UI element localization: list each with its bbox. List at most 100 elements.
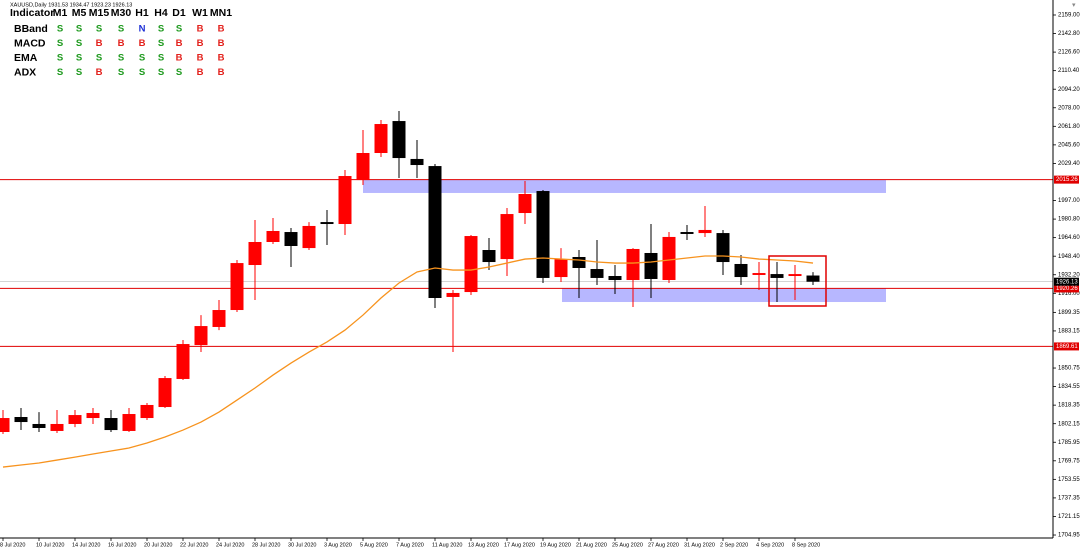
y-tick-label: 2159.00	[1058, 13, 1080, 19]
candle-body	[464, 236, 478, 293]
y-tick-label: 1769.75	[1058, 458, 1080, 464]
y-tick-label: 2045.60	[1058, 142, 1080, 148]
table-header: H1	[135, 7, 149, 19]
signal: S	[158, 67, 164, 78]
signal: B	[176, 38, 183, 49]
y-tick-label: 2078.00	[1058, 105, 1080, 111]
candle-body	[644, 252, 658, 279]
x-tick-label: 19 Aug 2020	[540, 542, 571, 548]
candle-body	[194, 326, 208, 346]
table-header: M30	[111, 7, 132, 19]
signal: S	[158, 38, 164, 49]
candle-body	[248, 241, 262, 266]
y-tick-label: 1802.15	[1058, 421, 1080, 427]
x-tick-label: 8 Jul 2020	[0, 542, 25, 548]
candle-body	[50, 423, 64, 431]
candle-body	[176, 344, 190, 379]
x-tick-label: 2 Sep 2020	[720, 542, 748, 548]
candle-body	[590, 269, 604, 278]
signal: S	[176, 24, 182, 35]
x-tick-label: 8 Sep 2020	[792, 542, 820, 548]
x-tick-label: 31 Aug 2020	[684, 542, 715, 548]
candle-body	[572, 256, 586, 268]
candle-body	[446, 292, 460, 297]
signal: S	[76, 67, 82, 78]
signal: S	[57, 24, 63, 35]
signal: S	[96, 24, 102, 35]
row-label: MACD	[14, 37, 46, 49]
candle-body	[554, 259, 568, 278]
y-tick-label: 1704.95	[1058, 533, 1080, 539]
candle-body	[680, 232, 694, 234]
price-tag	[1054, 277, 1079, 286]
y-tick-label: 2061.80	[1058, 124, 1080, 130]
y-tick-label: 2126.60	[1058, 50, 1080, 56]
y-tick-label: 2029.40	[1058, 161, 1080, 167]
price-tag	[1054, 175, 1079, 184]
price-zone	[562, 288, 886, 303]
x-tick-label: 30 Jul 2020	[288, 542, 316, 548]
y-tick-label: 1883.15	[1058, 329, 1080, 335]
signal: S	[76, 53, 82, 64]
signal: S	[57, 67, 63, 78]
candle-body	[698, 229, 712, 234]
candle-body	[392, 121, 406, 159]
price-zone	[363, 179, 886, 193]
y-tick-label: 1964.60	[1058, 235, 1080, 241]
y-tick-label: 1899.35	[1058, 310, 1080, 316]
row-label: EMA	[14, 52, 38, 64]
candle-body	[626, 248, 640, 281]
signal: S	[139, 67, 145, 78]
x-tick-label: 21 Aug 2020	[576, 542, 607, 548]
candle-body	[320, 222, 334, 225]
y-tick-label: 1932.20	[1058, 272, 1080, 278]
row-label: ADX	[14, 66, 36, 78]
y-tick-label: 1818.35	[1058, 403, 1080, 409]
candle-body	[788, 274, 802, 277]
x-tick-label: 11 Aug 2020	[432, 542, 462, 548]
candle-body	[518, 194, 532, 214]
signal: S	[118, 53, 124, 64]
y-tick-label: 1753.55	[1058, 477, 1080, 483]
x-tick-label: 20 Jul 2020	[144, 542, 172, 548]
signal: B	[118, 38, 125, 49]
x-tick-label: 5 Aug 2020	[360, 542, 388, 548]
window-corner	[1068, 0, 1080, 10]
candle-body	[374, 124, 388, 154]
signal: B	[139, 38, 146, 49]
table-header: D1	[172, 7, 186, 19]
candle-body	[428, 166, 442, 298]
signal: N	[139, 24, 146, 35]
candle-body	[806, 275, 820, 282]
table-header: M15	[89, 7, 110, 19]
candle-body	[140, 404, 154, 419]
y-tick-label: 2142.80	[1058, 31, 1080, 37]
table-header: Indicator	[10, 7, 54, 19]
candle-body	[662, 236, 676, 281]
candle-body	[410, 158, 424, 166]
candle-body	[608, 276, 622, 281]
y-tick-label: 1737.35	[1058, 495, 1080, 501]
table-header: M5	[72, 7, 87, 19]
y-tick-label: 1948.40	[1058, 254, 1080, 260]
candle-body	[104, 418, 118, 431]
x-tick-label: 27 Aug 2020	[648, 542, 679, 548]
price-tag	[1054, 284, 1079, 293]
highlight-box	[768, 255, 827, 307]
symbol-header: XAUUSD,Daily 1931.53 1934.47 1923.23 192…	[10, 2, 132, 8]
x-tick-label: 13 Aug 2020	[468, 542, 499, 548]
x-tick-label: 4 Sep 2020	[756, 542, 784, 548]
x-tick-label: 10 Jul 2020	[36, 542, 64, 548]
signal: S	[76, 38, 82, 49]
signal: B	[197, 38, 204, 49]
price-tag-label: 1926.13	[1056, 279, 1078, 285]
candle-body	[356, 153, 370, 181]
candle-body	[32, 423, 46, 428]
price-tag-label: 1869.61	[1056, 344, 1078, 350]
signal: S	[158, 24, 164, 35]
signal: B	[218, 53, 225, 64]
signal: S	[158, 53, 164, 64]
price-tag-label: 1920.26	[1056, 286, 1078, 292]
candle-body	[266, 230, 280, 242]
